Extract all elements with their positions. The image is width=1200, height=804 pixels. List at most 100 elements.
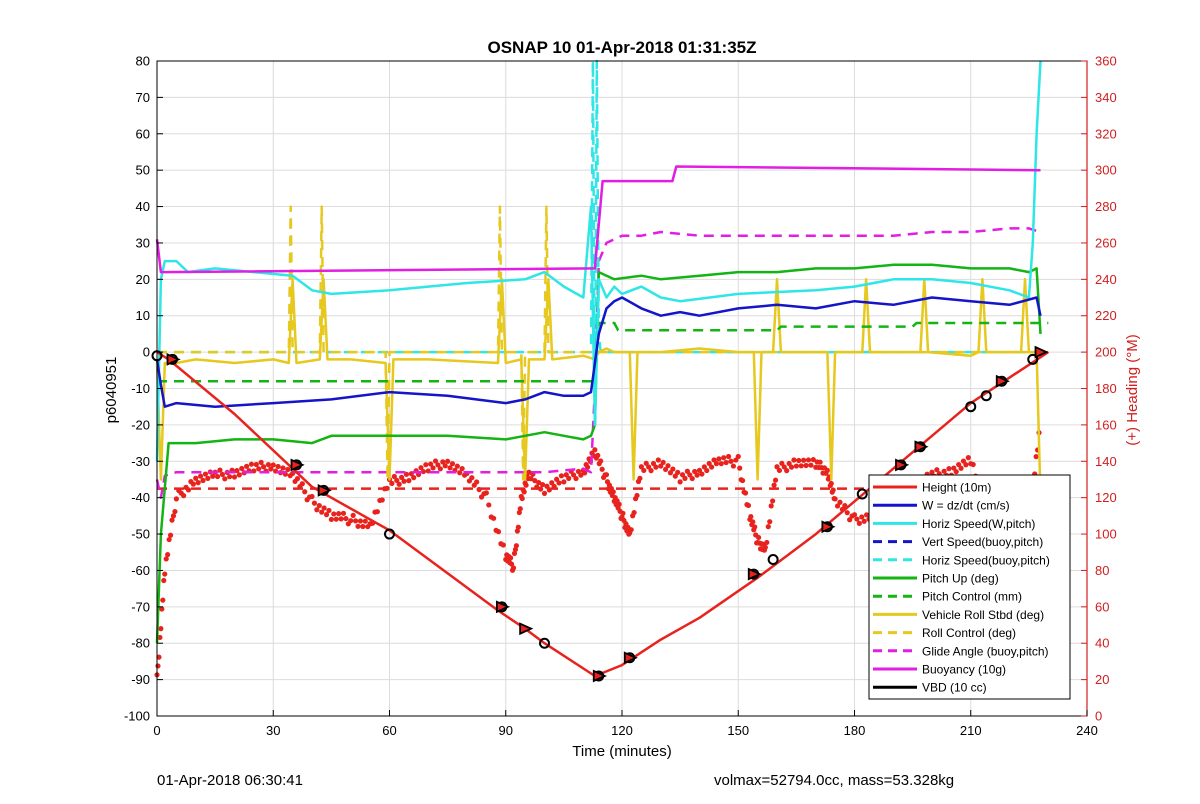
heading-point — [830, 487, 836, 493]
heading-point — [934, 467, 940, 473]
y-tick-label-right: 340 — [1095, 90, 1117, 105]
heading-point — [704, 467, 710, 474]
heading-point — [352, 518, 359, 524]
heading-point — [844, 510, 850, 516]
heading-point — [173, 496, 179, 502]
heading-point — [445, 458, 451, 464]
heading-point — [941, 468, 947, 474]
y-tick-label-left: -40 — [131, 490, 150, 505]
y-tick-label-left: -30 — [131, 454, 150, 469]
heading-point — [294, 476, 301, 482]
heading-point — [362, 518, 368, 524]
height-marker-triangle — [623, 651, 638, 665]
heading-point — [864, 512, 870, 518]
heading-point — [374, 509, 380, 515]
heading-point — [721, 455, 727, 461]
heading-point — [737, 465, 743, 471]
heading-point — [638, 464, 644, 470]
heading-point — [561, 479, 567, 485]
y-tick-label-left: 10 — [136, 308, 150, 323]
heading-point — [828, 480, 834, 487]
heading-point — [634, 492, 640, 499]
heading-point — [859, 514, 865, 520]
heading-point — [379, 497, 385, 503]
legend-label: Horiz Speed(W,pitch) — [922, 517, 1035, 531]
heading-point — [513, 543, 520, 549]
heading-point — [563, 472, 569, 478]
heading-point — [399, 474, 405, 480]
heading-point — [251, 468, 257, 474]
heading-point — [740, 477, 746, 484]
y-tick-label-right: 40 — [1095, 636, 1109, 651]
heading-point — [526, 469, 532, 475]
heading-point — [519, 495, 525, 502]
heading-point — [239, 465, 245, 472]
heading-point — [628, 527, 634, 533]
height-marker-triangle — [592, 669, 607, 683]
heading-point — [742, 490, 749, 496]
heading-point — [598, 458, 604, 464]
heading-point — [507, 555, 514, 561]
heading-point — [646, 464, 652, 470]
heading-point — [779, 460, 785, 466]
y-tick-label-left: 40 — [136, 199, 150, 214]
heading-point — [616, 501, 622, 507]
heading-point — [500, 542, 506, 548]
heading-point — [810, 457, 816, 463]
height-markers — [151, 345, 1049, 683]
heading-point — [280, 465, 286, 471]
series-line-0 — [156, 351, 1049, 678]
heading-point — [817, 459, 823, 465]
heading-point — [658, 463, 664, 469]
heading-point — [768, 503, 774, 509]
heading-point — [333, 516, 339, 522]
heading-point — [699, 471, 705, 477]
heading-point — [554, 476, 560, 482]
heading-point — [774, 464, 780, 470]
heading-point — [158, 626, 164, 632]
heading-point — [343, 515, 349, 522]
heading-point — [582, 470, 588, 476]
height-marker-triangle — [290, 458, 305, 472]
heading-point — [641, 467, 647, 474]
heading-point — [808, 462, 814, 468]
y-tick-label-left: -60 — [131, 563, 150, 578]
height-marker-triangle — [995, 374, 1010, 388]
heading-point — [701, 464, 707, 470]
heading-point — [495, 529, 502, 535]
heading-point — [847, 517, 853, 523]
y-tick-label-left: 50 — [136, 163, 150, 178]
y-tick-label-left: -20 — [131, 417, 150, 432]
heading-point — [253, 461, 259, 468]
right-axis: 3603403203002802602402202001801601401201… — [1081, 54, 1117, 724]
heading-point — [528, 476, 534, 482]
heading-point — [771, 482, 777, 488]
series-layer — [154, 59, 1049, 678]
heading-point — [268, 466, 274, 472]
heading-point — [637, 475, 643, 481]
heading-point — [788, 464, 795, 470]
legend-label: Horiz Speed(buoy,pitch) — [922, 553, 1050, 567]
heading-point — [321, 505, 327, 511]
x-tick-label: 0 — [153, 723, 160, 738]
y-tick-label-left: 70 — [136, 90, 150, 105]
heading-point — [929, 469, 935, 475]
legend-label: Height (10m) — [922, 481, 991, 495]
heading-point — [592, 447, 598, 453]
heading-point — [694, 472, 700, 478]
heading-point — [723, 459, 729, 466]
heading-point — [210, 473, 216, 479]
heading-point — [256, 466, 262, 472]
legend-label: VBD (10 cc) — [922, 681, 987, 695]
heading-point — [677, 479, 683, 485]
height-marker-triangle — [747, 567, 762, 581]
heading-point — [200, 477, 206, 484]
x-tick-label: 240 — [1076, 723, 1098, 738]
heading-point — [169, 517, 175, 523]
legend-label: W = dz/dt (cm/s) — [922, 499, 1010, 513]
heading-point — [166, 536, 172, 543]
heading-point — [798, 463, 804, 469]
heading-point — [265, 462, 272, 468]
heading-point — [521, 489, 527, 495]
heading-point — [162, 571, 168, 577]
